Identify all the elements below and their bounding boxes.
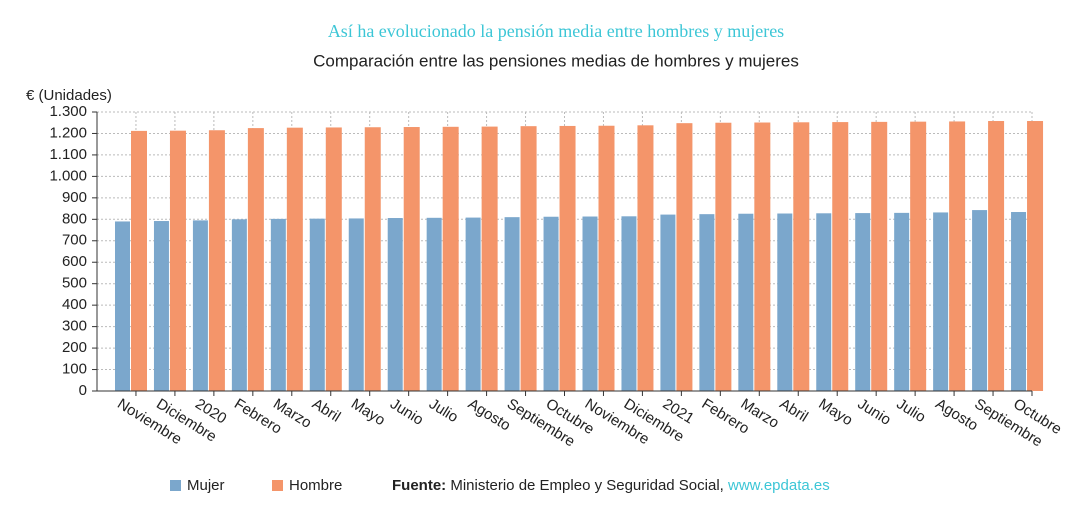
chart-title: Así ha evolucionado la pensión media ent… [328,21,784,41]
x-tick-label: Mayo [816,395,856,429]
bar [309,218,325,391]
bar [442,126,459,391]
bar [871,121,888,391]
bar [1027,121,1044,391]
y-tick-label: 800 [62,210,87,227]
y-tick-label: 500 [62,275,87,292]
x-tick-label: Junio [387,395,426,428]
bar [247,128,264,391]
bar [325,127,342,392]
bar [699,214,715,391]
source-text: Ministerio de Empleo y Seguridad Social, [450,477,723,494]
bar [715,122,732,391]
bar [364,127,381,391]
bar [637,125,654,391]
y-tick-label: 1.200 [49,124,87,141]
bar [559,125,576,391]
bar [520,126,537,391]
bar [426,217,442,391]
y-tick-label: 300 [62,318,87,335]
x-tick-label: Mayo [348,395,388,429]
bar [231,219,247,391]
x-tick-label: Agosto [932,395,981,434]
bar [777,213,793,391]
y-tick-label: 100 [62,361,87,378]
bar [169,130,186,391]
x-tick-label: Agosto [465,395,514,434]
bar [403,127,420,392]
source: Fuente: Ministerio de Empleo y Seguridad… [392,477,830,494]
bar [115,221,130,391]
bar [855,213,871,391]
bar [270,218,286,391]
bar [621,216,637,391]
x-tick-label: Julio [426,395,461,426]
bar [153,221,169,391]
bar [131,130,147,391]
bar [465,217,481,391]
y-tick-label: 700 [62,232,87,249]
y-tick-label: 1.300 [49,103,87,120]
bar [543,216,559,391]
legend-swatch [272,480,283,491]
x-tick-label: Abril [777,395,811,425]
bar [598,125,615,391]
bar [582,216,598,391]
y-axis-label: € (Unidades) [26,87,112,104]
x-tick-label: Abril [309,395,343,425]
legend-swatch [170,480,181,491]
bar [816,213,832,391]
bar [949,121,966,391]
bar [894,212,910,391]
y-tick-label: 200 [62,339,87,356]
bar [793,122,810,391]
bar [933,212,949,391]
bar [754,122,771,392]
bar [208,130,225,391]
y-tick-label: 400 [62,296,87,313]
x-tick-label: Junio [854,395,893,428]
bar [738,213,754,391]
bar [286,127,303,391]
legend-label: Hombre [289,477,342,494]
bar [988,121,1005,391]
bar [972,210,988,391]
bar [504,217,520,391]
bar [192,220,208,391]
bar [660,214,676,391]
y-tick-label: 600 [62,253,87,270]
y-tick-label: 1.100 [49,146,87,163]
chart-subtitle: Comparación entre las pensiones medias d… [313,51,799,70]
bar [481,126,498,392]
bar [348,218,364,391]
bar [676,123,693,391]
x-tick-label: Julio [893,395,928,426]
bar [910,121,927,392]
legend-label: Mujer [187,477,225,494]
y-tick-label: 1.000 [49,167,87,184]
bar [387,218,403,391]
source-label: Fuente: [392,477,446,494]
y-tick-label: 0 [79,382,87,399]
source-link: www.epdata.es [727,477,830,494]
bar [1011,212,1027,391]
bar [832,122,849,392]
y-tick-label: 900 [62,189,87,206]
